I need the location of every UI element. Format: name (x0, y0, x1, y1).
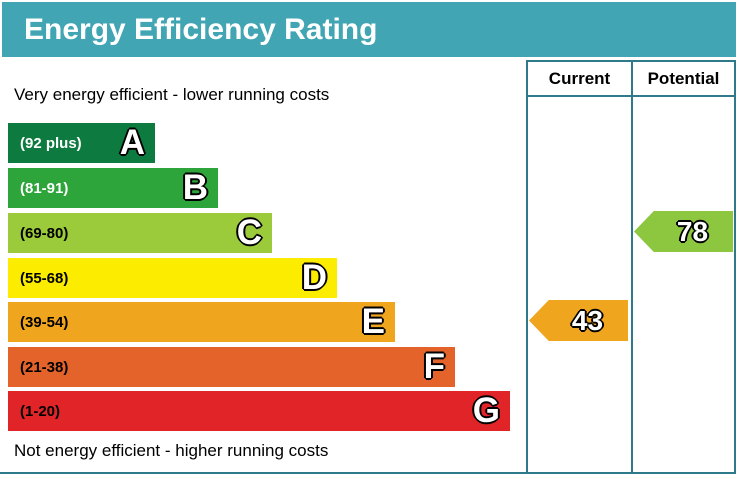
band-d: (55-68) D (8, 258, 337, 298)
potential-column-header: Potential (647, 69, 720, 88)
band-c-letter: C (236, 213, 262, 252)
band-d-letter: D (301, 258, 327, 297)
band-g-range: (1-20) (20, 402, 61, 420)
band-f: (21-38) F (8, 347, 455, 387)
band-f-letter: F (423, 347, 445, 386)
rating-table: Current Potential (526, 60, 736, 474)
band-b-range: (81-91) (20, 179, 69, 197)
band-g: (1-20) G (8, 391, 510, 431)
band-e-range: (39-54) (20, 313, 69, 331)
potential-rating-value: 78 (676, 215, 709, 247)
band-a-range: (92 plus) (20, 134, 82, 152)
current-rating-arrow: 43 (529, 300, 628, 341)
band-d-range: (55-68) (20, 269, 69, 287)
column-divider (631, 62, 633, 472)
band-e-letter: E (361, 302, 385, 341)
top-note: Very energy efficient - lower running co… (14, 85, 330, 104)
band-f-range: (21-38) (20, 358, 69, 376)
band-b: (81-91) B (8, 168, 218, 208)
potential-rating-arrow: 78 (634, 211, 733, 252)
current-rating-value: 43 (571, 304, 604, 336)
band-g-letter: G (472, 391, 500, 430)
page-title: Energy Efficiency Rating (2, 2, 736, 57)
band-a-letter: A (119, 123, 145, 162)
band-c-range: (69-80) (20, 224, 69, 242)
current-column-header: Current (548, 69, 611, 88)
bottom-border (0, 472, 526, 474)
band-e: (39-54) E (8, 302, 395, 342)
bottom-note: Not energy efficient - higher running co… (14, 441, 329, 460)
band-c: (69-80) C (8, 213, 272, 253)
band-a: (92 plus) A (8, 123, 155, 163)
band-b-letter: B (182, 168, 208, 207)
